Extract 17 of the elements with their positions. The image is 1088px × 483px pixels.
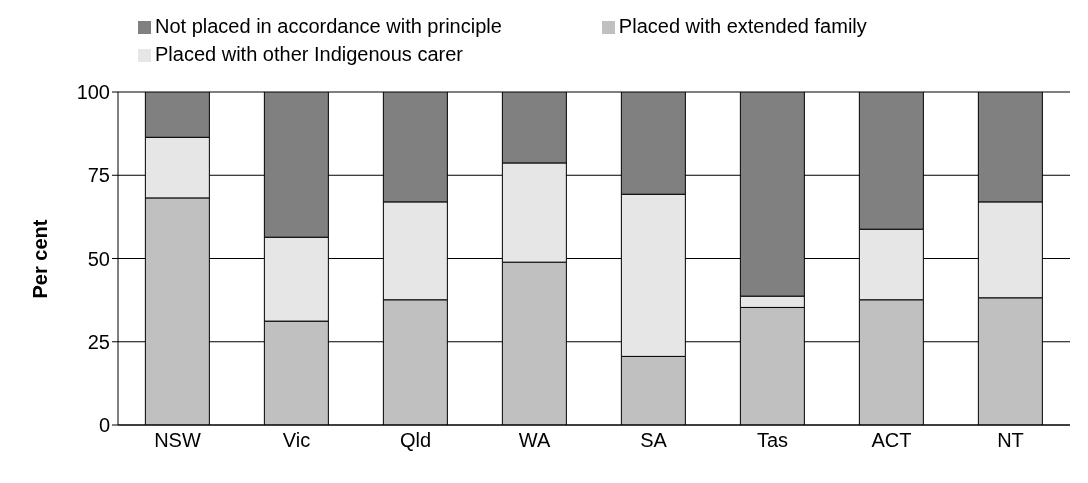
x-tick-label: NSW bbox=[154, 429, 201, 452]
x-tick-label: WA bbox=[518, 429, 551, 452]
y-tick-label: 25 bbox=[87, 330, 110, 353]
x-tick-label: Vic bbox=[282, 429, 311, 452]
legend-label: Placed with extended family bbox=[618, 15, 867, 37]
x-tick-label: Qld bbox=[399, 429, 432, 452]
x-tick-label: Tas bbox=[756, 429, 789, 452]
x-tick-label: ACT bbox=[871, 429, 912, 452]
legend-label: Placed with other Indigenous carer bbox=[155, 43, 463, 65]
y-tick-label: 75 bbox=[87, 164, 110, 187]
y-tick-label: 100 bbox=[76, 81, 110, 104]
y-axis-title: Per cent bbox=[29, 219, 52, 299]
y-tick-label: 0 bbox=[98, 414, 110, 437]
x-tick-label: NT bbox=[997, 429, 1024, 452]
x-tick-label: SA bbox=[640, 429, 668, 452]
y-tick-label: 50 bbox=[87, 247, 110, 270]
legend-label: Not placed in accordance with principle bbox=[155, 15, 502, 37]
